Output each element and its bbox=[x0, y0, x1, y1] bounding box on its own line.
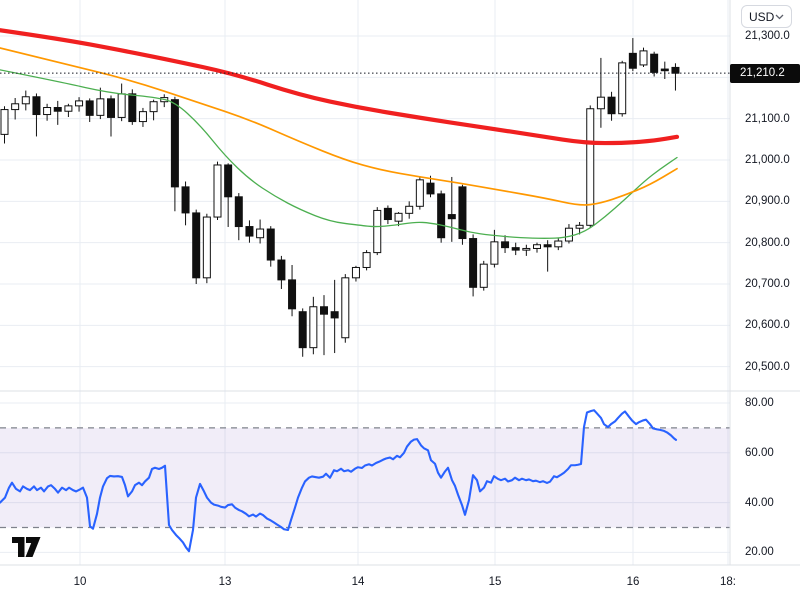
rsi-line bbox=[0, 409, 678, 553]
candle-body bbox=[596, 96, 605, 110]
price-tick-label: 20,500.0 bbox=[745, 360, 790, 373]
candle-body bbox=[245, 226, 254, 237]
candle-body bbox=[128, 93, 137, 123]
candle-body bbox=[479, 263, 488, 288]
candle-body bbox=[330, 311, 339, 319]
candle-body bbox=[266, 228, 275, 261]
candle-body bbox=[543, 244, 552, 248]
candle-body bbox=[586, 108, 595, 226]
rsi-tick-label: 60.00 bbox=[745, 446, 774, 459]
ma-fast-green-line bbox=[0, 69, 678, 239]
candle-body bbox=[309, 306, 318, 349]
candle-body bbox=[138, 111, 147, 123]
candle-body bbox=[224, 164, 233, 198]
price-tick-label: 20,900.0 bbox=[745, 195, 790, 208]
chevron-down-icon bbox=[775, 14, 784, 19]
candle-body bbox=[575, 224, 584, 229]
rsi-tick-label: 20.00 bbox=[745, 546, 774, 559]
candle-body bbox=[394, 212, 403, 222]
candle-body bbox=[554, 240, 563, 248]
time-tick-label: 10 bbox=[73, 576, 87, 588]
candle-body bbox=[234, 196, 243, 228]
price-tick-label: 21,000.0 bbox=[745, 154, 790, 166]
candle-body bbox=[618, 62, 627, 115]
price-tick-label: 20,800.0 bbox=[745, 236, 790, 249]
candle-body bbox=[533, 244, 541, 249]
last-price-badge: 21,210.2 bbox=[730, 63, 800, 83]
candle-body bbox=[0, 109, 9, 135]
currency-selector-button[interactable]: USD bbox=[741, 5, 792, 28]
candle-body bbox=[170, 99, 179, 188]
candle-body bbox=[277, 259, 286, 281]
last-price-label: 21,210.2 bbox=[740, 66, 785, 79]
candle-body bbox=[53, 107, 62, 112]
price-tick-label: 21,300.0 bbox=[745, 30, 790, 42]
candle-body bbox=[490, 241, 499, 265]
price-tick-label: 20,600.0 bbox=[745, 319, 790, 332]
candle-body bbox=[85, 100, 94, 116]
candle-body bbox=[256, 228, 265, 239]
rsi-tick-label: 40.00 bbox=[745, 496, 774, 509]
candle-body bbox=[415, 179, 424, 207]
candle-body bbox=[522, 247, 531, 251]
time-tick-label: 16 bbox=[626, 576, 640, 588]
candle-body bbox=[650, 53, 659, 73]
candle-body bbox=[607, 96, 616, 115]
candle-body bbox=[437, 193, 446, 239]
candle-body bbox=[64, 105, 73, 112]
rsi-tick-label: 80.00 bbox=[745, 397, 774, 409]
candle-body bbox=[469, 238, 478, 288]
ma-slow-red-line bbox=[0, 28, 680, 146]
candle-body bbox=[202, 216, 211, 279]
candle-body bbox=[660, 68, 669, 72]
candle-body bbox=[192, 212, 201, 279]
candle-body bbox=[11, 103, 20, 111]
candle-body bbox=[405, 205, 414, 214]
candle-body bbox=[75, 100, 84, 107]
candle-body bbox=[43, 107, 52, 116]
candle-body bbox=[628, 52, 637, 69]
candle-body bbox=[671, 66, 680, 74]
candle-body bbox=[32, 96, 41, 116]
candle-body bbox=[320, 306, 328, 315]
candle-body bbox=[96, 98, 105, 116]
candle-body bbox=[564, 227, 573, 242]
time-tick-label: 15 bbox=[488, 576, 502, 588]
time-axis[interactable] bbox=[0, 565, 800, 600]
candle-body bbox=[117, 93, 126, 118]
candle-body bbox=[298, 311, 307, 349]
tradingview-logo[interactable] bbox=[12, 537, 42, 557]
time-tick-label: 14 bbox=[351, 576, 365, 588]
candle-body bbox=[511, 247, 520, 251]
currency-selector-label: USD bbox=[749, 9, 775, 24]
candle-body bbox=[181, 186, 190, 214]
candle-body bbox=[383, 207, 392, 221]
time-tick-label: 18: bbox=[720, 576, 736, 588]
candle-body bbox=[107, 98, 115, 118]
candle-body bbox=[426, 182, 435, 195]
candle-body bbox=[288, 279, 297, 310]
candle-body bbox=[149, 101, 158, 113]
candle-body bbox=[351, 266, 360, 279]
candle-body bbox=[373, 209, 382, 254]
time-tick-label: 13 bbox=[218, 576, 232, 588]
candle-body bbox=[21, 96, 30, 105]
candle-body bbox=[458, 186, 467, 240]
candle-body bbox=[501, 241, 510, 249]
candle-body bbox=[213, 164, 222, 218]
ma-mid-orange-line bbox=[0, 47, 678, 206]
price-tick-label: 21,100.0 bbox=[745, 112, 790, 125]
candle-body bbox=[341, 277, 350, 339]
candle-body bbox=[639, 50, 648, 66]
candle-body bbox=[447, 214, 456, 220]
price-tick-label: 20,700.0 bbox=[745, 278, 790, 290]
candle-body bbox=[362, 252, 371, 268]
rsi-band bbox=[0, 427, 730, 528]
